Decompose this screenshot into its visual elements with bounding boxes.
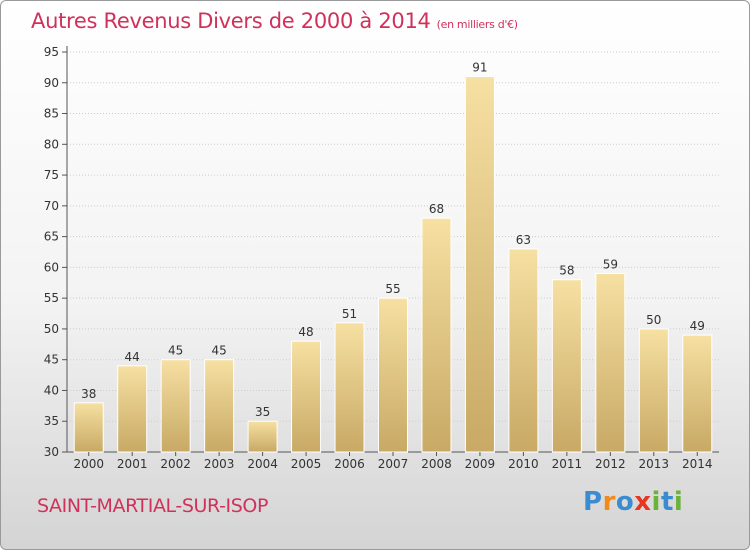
bar-value-label: 58 — [559, 264, 574, 278]
y-tick-label: 50 — [44, 322, 59, 336]
x-tick-label: 2000 — [73, 457, 104, 471]
y-tick-label: 75 — [44, 168, 59, 182]
bar — [73, 402, 104, 453]
brand-letter: i — [673, 487, 684, 517]
x-tick-label: 2006 — [334, 457, 365, 471]
y-tick-label: 30 — [44, 445, 59, 459]
x-tick-label: 2013 — [639, 457, 670, 471]
y-tick-label: 70 — [44, 199, 59, 213]
brand-letter: r — [602, 487, 616, 517]
bar-value-label: 63 — [516, 233, 531, 247]
bar-value-label: 48 — [298, 325, 313, 339]
x-tick-label: 2010 — [508, 457, 539, 471]
bar — [247, 420, 278, 453]
x-tick-label: 2007 — [378, 457, 409, 471]
bar — [378, 297, 408, 453]
y-tick-label: 55 — [44, 291, 59, 305]
bar-value-label: 68 — [429, 202, 444, 216]
x-tick-label: 2012 — [595, 457, 626, 471]
x-tick-label: 2011 — [552, 457, 583, 471]
brand-letter: x — [634, 487, 652, 517]
y-tick-label: 95 — [44, 45, 59, 59]
bar — [682, 334, 713, 453]
brand-letter: t — [660, 487, 674, 517]
brand-letter: P — [583, 487, 603, 517]
y-tick-label: 35 — [44, 414, 59, 428]
bar-value-label: 45 — [211, 344, 226, 358]
bar — [464, 76, 495, 453]
y-tick-label: 80 — [44, 137, 59, 151]
chart-title-text: Autres Revenus Divers de 2000 à 2014 — [31, 9, 431, 33]
chart-title: Autres Revenus Divers de 2000 à 2014 (en … — [31, 9, 518, 33]
y-tick-label: 40 — [44, 383, 59, 397]
town-name: SAINT-MARTIAL-SUR-ISOP — [37, 495, 269, 517]
chart-unit: (en milliers d'€) — [436, 18, 518, 31]
x-tick-label: 2001 — [117, 457, 148, 471]
x-tick-label: 2008 — [421, 457, 452, 471]
x-tick-label: 2004 — [247, 457, 278, 471]
y-tick-label: 45 — [44, 353, 59, 367]
bar — [595, 273, 626, 453]
bar-value-label: 45 — [168, 344, 183, 358]
bar-value-label: 38 — [81, 387, 96, 401]
bar-value-label: 50 — [646, 313, 661, 327]
x-tick-label: 2002 — [160, 457, 191, 471]
bar-value-label: 35 — [255, 405, 270, 419]
x-tick-label: 2005 — [291, 457, 322, 471]
bar — [638, 328, 669, 453]
bar — [117, 365, 148, 453]
x-tick-label: 2014 — [682, 457, 713, 471]
bar — [291, 340, 322, 453]
bar-value-label: 55 — [385, 282, 400, 296]
bar-value-label: 51 — [342, 307, 357, 321]
bar — [204, 359, 235, 453]
y-tick-label: 60 — [44, 260, 59, 274]
bar-value-label: 44 — [125, 350, 140, 364]
bar-value-label: 49 — [690, 319, 705, 333]
y-tick-label: 65 — [44, 230, 59, 244]
bar-value-label: 59 — [603, 258, 618, 272]
bar — [421, 217, 452, 453]
brand-logo: Proxiti — [583, 487, 683, 517]
y-tick-label: 85 — [44, 107, 59, 121]
bar-value-label: 91 — [472, 61, 487, 75]
x-tick-label: 2003 — [204, 457, 235, 471]
bar — [160, 359, 191, 453]
brand-letter: i — [651, 487, 661, 517]
bar — [551, 279, 582, 453]
y-tick-label: 90 — [44, 76, 59, 90]
x-tick-label: 2009 — [465, 457, 496, 471]
bar — [334, 322, 365, 453]
bar — [508, 248, 539, 453]
brand-letter: o — [615, 487, 635, 517]
